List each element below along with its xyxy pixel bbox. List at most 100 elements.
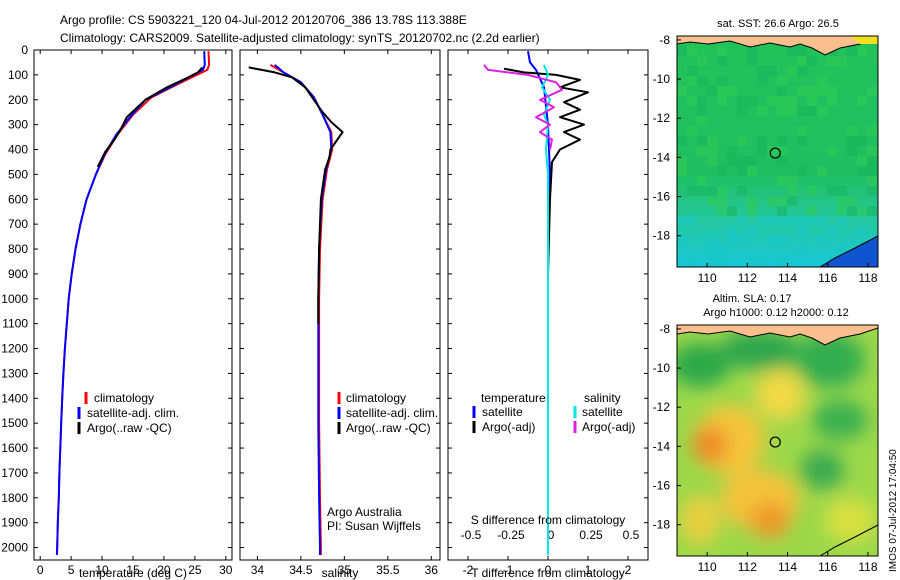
sst-cell xyxy=(757,146,767,156)
sst-cell xyxy=(697,176,707,186)
x-tick-label: 15 xyxy=(126,563,140,577)
depth-tick-label: 1600 xyxy=(1,441,28,455)
sst-map: sat. SST: 26.6 Argo: 26.5 110 112 114 116 11… xyxy=(653,18,879,285)
depth-tick-label: 800 xyxy=(8,242,28,256)
sst-cell xyxy=(767,66,777,76)
sst-cell xyxy=(807,106,817,116)
series-line-satellite-adj-clim xyxy=(274,64,333,555)
x-tick-label: 1 xyxy=(585,563,592,577)
depth-tick-label: 200 xyxy=(8,93,28,107)
sst-cell xyxy=(757,216,767,226)
x-tick-label-salinity-diff: 0 xyxy=(548,528,555,542)
sla-map-title-1: Altim. SLA: 0.17 xyxy=(713,293,792,305)
x-tick-label: -1 xyxy=(503,563,514,577)
map-y-tick-label: -10 xyxy=(653,72,671,86)
legend-label-satellite: satellite-adj. clim. xyxy=(346,406,438,420)
map-y-tick-label: -14 xyxy=(653,150,671,164)
sst-cell xyxy=(697,186,707,196)
sst-cell xyxy=(697,116,707,126)
difference-xlabel-top: S difference from climatology xyxy=(471,513,626,527)
x-tick-label: 34 xyxy=(251,563,265,577)
sst-cell xyxy=(747,196,757,206)
sst-cell xyxy=(717,76,727,86)
sst-cell xyxy=(707,256,717,266)
sst-cell xyxy=(677,236,687,246)
depth-tick-label: 1700 xyxy=(1,466,28,480)
sst-cell xyxy=(717,256,727,266)
temperature-xlabel: temperature (deg C) xyxy=(79,566,187,580)
x-tick-label-salinity-diff: -0.25 xyxy=(497,528,525,542)
salinity-plot-frame xyxy=(239,49,441,561)
sst-cell xyxy=(867,186,877,196)
sst-cell xyxy=(867,146,877,156)
sst-cell xyxy=(747,96,757,106)
sst-cell xyxy=(867,156,877,166)
series-line-temperature-argo-adj xyxy=(503,67,589,473)
map-y-tick-label: -8 xyxy=(659,322,670,336)
sla-map-frame xyxy=(676,324,879,557)
sst-cell xyxy=(817,76,827,86)
sst-cell xyxy=(687,46,697,56)
argo-location-marker xyxy=(769,147,781,159)
sst-cell xyxy=(727,236,737,246)
sst-cell xyxy=(697,96,707,106)
depth-tick-label: 1300 xyxy=(1,366,28,380)
map-x-tick-label: 118 xyxy=(858,560,877,574)
x-tick-label-salinity-diff: 0.5 xyxy=(623,528,640,542)
sst-cell xyxy=(687,216,697,226)
sst-cell xyxy=(847,126,857,136)
sst-cell xyxy=(837,196,847,206)
sst-cell xyxy=(807,206,817,216)
sst-cell xyxy=(867,206,877,216)
difference-panel: -2 -1 0 1 2 -0.5 -0.25 0 0.25 0.5 temperature sal… xyxy=(447,49,649,580)
sst-cell xyxy=(797,126,807,136)
sst-cell xyxy=(757,66,767,76)
sst-cell xyxy=(797,46,807,56)
difference-xlabel: T difference from climatology xyxy=(471,566,625,580)
sst-cell xyxy=(787,176,797,186)
sst-cell xyxy=(697,146,707,156)
sst-cell xyxy=(777,206,787,216)
map-y-tick-label: -16 xyxy=(653,190,671,204)
sst-cell xyxy=(797,106,807,116)
depth-tick-label: 1800 xyxy=(1,491,28,505)
legend-label-satellite: satellite-adj. clim. xyxy=(87,406,179,420)
sst-cell xyxy=(867,176,877,186)
x-tick-label: 20 xyxy=(157,563,171,577)
sla-anomaly-blobs xyxy=(677,330,876,545)
sst-cell xyxy=(837,216,847,226)
sst-cell xyxy=(697,106,707,116)
sst-cell xyxy=(857,156,867,166)
sst-cell xyxy=(777,76,787,86)
sst-cell xyxy=(717,86,727,96)
sst-cell xyxy=(777,256,787,266)
map-x-tick-label: 116 xyxy=(818,271,837,285)
sst-cell xyxy=(737,186,747,196)
sst-cell xyxy=(747,156,757,166)
map-y-tick-label: -12 xyxy=(653,111,671,125)
sst-cell xyxy=(787,196,797,206)
sst-cell xyxy=(817,216,827,226)
sst-cell xyxy=(717,206,727,216)
sst-cell xyxy=(737,96,747,106)
x-tick-label: 34.5 xyxy=(289,563,313,577)
sst-cell xyxy=(767,216,777,226)
depth-tick-label: 1500 xyxy=(1,416,28,430)
sst-cell xyxy=(747,46,757,56)
sst-cell xyxy=(797,136,807,146)
sst-cell xyxy=(707,246,717,256)
map-y-tick-label: -12 xyxy=(653,400,671,414)
depth-tick-label: 100 xyxy=(8,68,28,82)
salinity-panel: 34 34.5 35 35.5 36 climatology satellite-adj… xyxy=(239,49,441,580)
sst-cell xyxy=(727,146,737,156)
map-y-tick-label: -18 xyxy=(653,229,671,243)
sst-cell xyxy=(737,216,747,226)
sst-cell xyxy=(797,56,807,66)
sst-cell xyxy=(677,46,687,56)
map-x-tick-label: 116 xyxy=(818,560,837,574)
sst-cell xyxy=(767,236,777,246)
sst-cell xyxy=(717,166,727,176)
temperature-panel: 0 5 10 15 20 25 30 climatology satellite-adj. … xyxy=(33,49,233,580)
map-x-tick-label: 110 xyxy=(698,271,717,285)
